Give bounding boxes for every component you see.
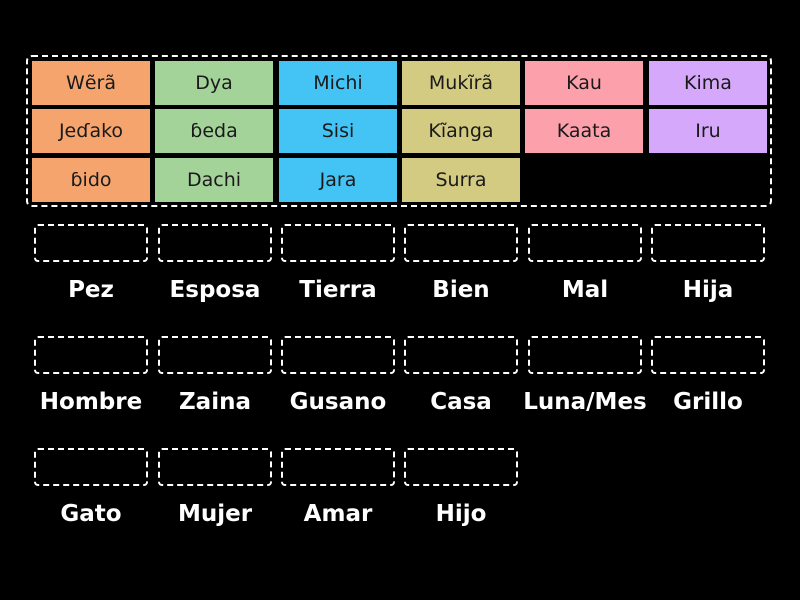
drop-target-box[interactable]	[281, 224, 395, 262]
target-label: Bien	[432, 277, 490, 303]
word-tile[interactable]: Kau	[525, 61, 643, 105]
word-tile[interactable]: Kĩanga	[402, 109, 520, 153]
drop-target-box[interactable]	[34, 448, 148, 486]
word-tile[interactable]: Michi	[279, 61, 397, 105]
target-label: Luna/Mes	[523, 389, 647, 415]
drop-target-box[interactable]	[404, 224, 518, 262]
target-label: Hijo	[435, 501, 487, 527]
drop-target-box[interactable]	[528, 336, 642, 374]
word-tile[interactable]: Jara	[279, 158, 397, 202]
word-tile[interactable]: Kima	[649, 61, 767, 105]
target-label: Tierra	[299, 277, 377, 303]
drop-target-box[interactable]	[281, 448, 395, 486]
tile-bank	[26, 55, 772, 207]
target-label: Pez	[68, 277, 114, 303]
target-label: Zaina	[179, 389, 251, 415]
word-tile[interactable]: Kaata	[525, 109, 643, 153]
target-label: Amar	[303, 501, 373, 527]
target-label: Mujer	[177, 501, 253, 527]
drop-target-box[interactable]	[158, 224, 272, 262]
drop-target-box[interactable]	[528, 224, 642, 262]
drop-target-box[interactable]	[281, 336, 395, 374]
target-label: Esposa	[169, 277, 261, 303]
word-tile[interactable]: ɓeda	[155, 109, 273, 153]
target-label: Grillo	[673, 389, 743, 415]
word-tile[interactable]: Dya	[155, 61, 273, 105]
word-tile[interactable]: Dachi	[155, 158, 273, 202]
target-label: Casa	[430, 389, 492, 415]
target-label: Hija	[682, 277, 734, 303]
drop-target-box[interactable]	[404, 448, 518, 486]
word-tile[interactable]: Mukĩrã	[402, 61, 520, 105]
target-label: Mal	[561, 277, 609, 303]
word-tile[interactable]: Wẽrã	[32, 61, 150, 105]
drop-target-box[interactable]	[651, 224, 765, 262]
drop-target-box[interactable]	[158, 448, 272, 486]
word-tile[interactable]: ɓido	[32, 158, 150, 202]
target-label: Gusano	[289, 389, 387, 415]
drop-target-box[interactable]	[651, 336, 765, 374]
drop-target-box[interactable]	[34, 336, 148, 374]
drop-target-box[interactable]	[34, 224, 148, 262]
target-label: Gato	[60, 501, 122, 527]
word-tile[interactable]: Sisi	[279, 109, 397, 153]
word-tile[interactable]: Jeɗako	[32, 109, 150, 153]
word-tile[interactable]: Surra	[402, 158, 520, 202]
target-label: Hombre	[39, 389, 143, 415]
drop-target-box[interactable]	[404, 336, 518, 374]
drop-target-box[interactable]	[158, 336, 272, 374]
word-tile[interactable]: Iru	[649, 109, 767, 153]
